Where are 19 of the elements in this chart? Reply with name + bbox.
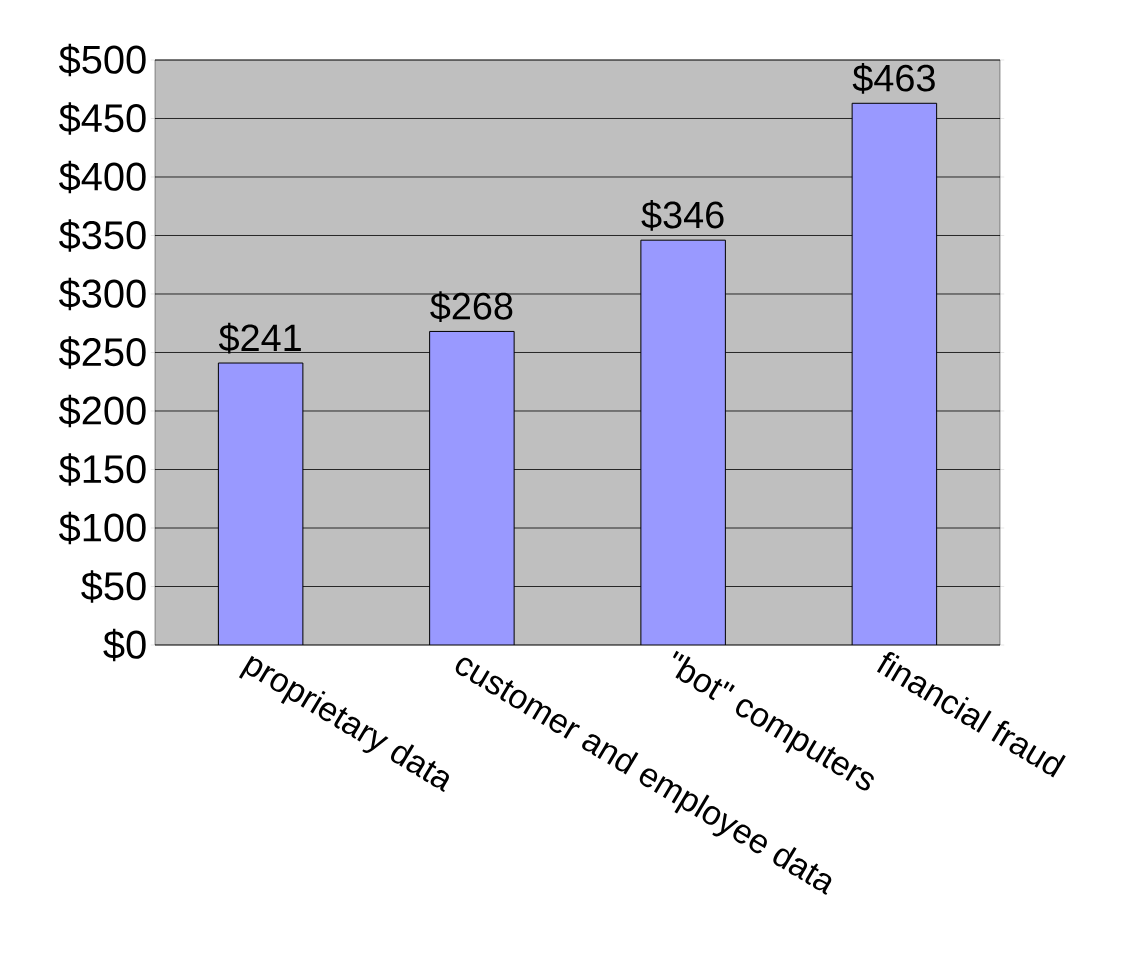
y-tick-label: $50 [81, 570, 146, 603]
y-tick-label: $450 [59, 102, 146, 135]
y-tick-label: $350 [59, 219, 146, 252]
y-tick-label: $500 [59, 43, 146, 77]
bar [429, 330, 515, 645]
y-tick-label: $0 [103, 628, 146, 662]
data-label: $241 [218, 322, 301, 354]
y-tick-label: $400 [59, 160, 146, 194]
data-label: $346 [641, 200, 724, 231]
bar [217, 362, 304, 645]
bar [640, 239, 726, 645]
y-tick-label: $250 [59, 336, 146, 369]
y-tick-label: $200 [59, 394, 146, 428]
bar [851, 102, 938, 645]
data-label: $268 [430, 291, 513, 322]
y-tick-label: $300 [59, 277, 146, 311]
y-tick-label: $100 [59, 511, 146, 545]
data-label: $463 [852, 63, 935, 94]
y-tick-label: $150 [59, 453, 146, 486]
